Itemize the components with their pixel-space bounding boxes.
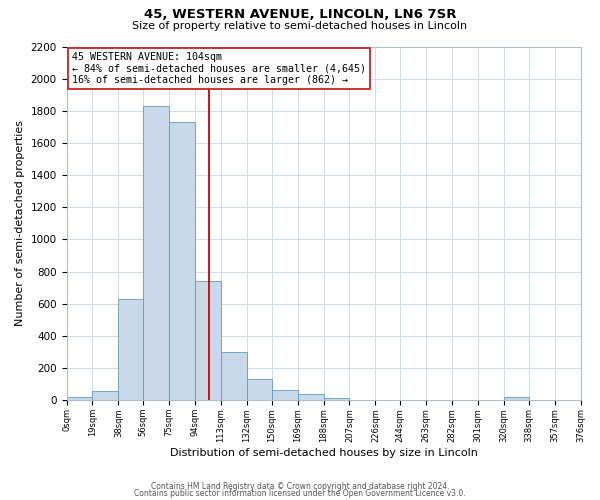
Text: Contains HM Land Registry data © Crown copyright and database right 2024.: Contains HM Land Registry data © Crown c… [151, 482, 449, 491]
Bar [272, 390, 298, 400]
Text: Contains public sector information licensed under the Open Government Licence v3: Contains public sector information licen… [134, 489, 466, 498]
X-axis label: Distribution of semi-detached houses by size in Lincoln: Distribution of semi-detached houses by … [170, 448, 478, 458]
Bar [118, 299, 143, 400]
Bar [169, 122, 195, 400]
Text: Size of property relative to semi-detached houses in Lincoln: Size of property relative to semi-detach… [133, 21, 467, 31]
Text: 45, WESTERN AVENUE, LINCOLN, LN6 7SR: 45, WESTERN AVENUE, LINCOLN, LN6 7SR [144, 8, 456, 20]
Bar [247, 380, 272, 400]
Bar [323, 398, 349, 400]
Bar [92, 390, 118, 400]
Bar [195, 282, 221, 401]
Bar [504, 397, 529, 400]
Bar [298, 394, 323, 400]
Bar [67, 397, 92, 400]
Y-axis label: Number of semi-detached properties: Number of semi-detached properties [15, 120, 25, 326]
Bar [143, 106, 169, 401]
Bar [221, 352, 247, 401]
Text: 45 WESTERN AVENUE: 104sqm
← 84% of semi-detached houses are smaller (4,645)
16% : 45 WESTERN AVENUE: 104sqm ← 84% of semi-… [71, 52, 365, 85]
